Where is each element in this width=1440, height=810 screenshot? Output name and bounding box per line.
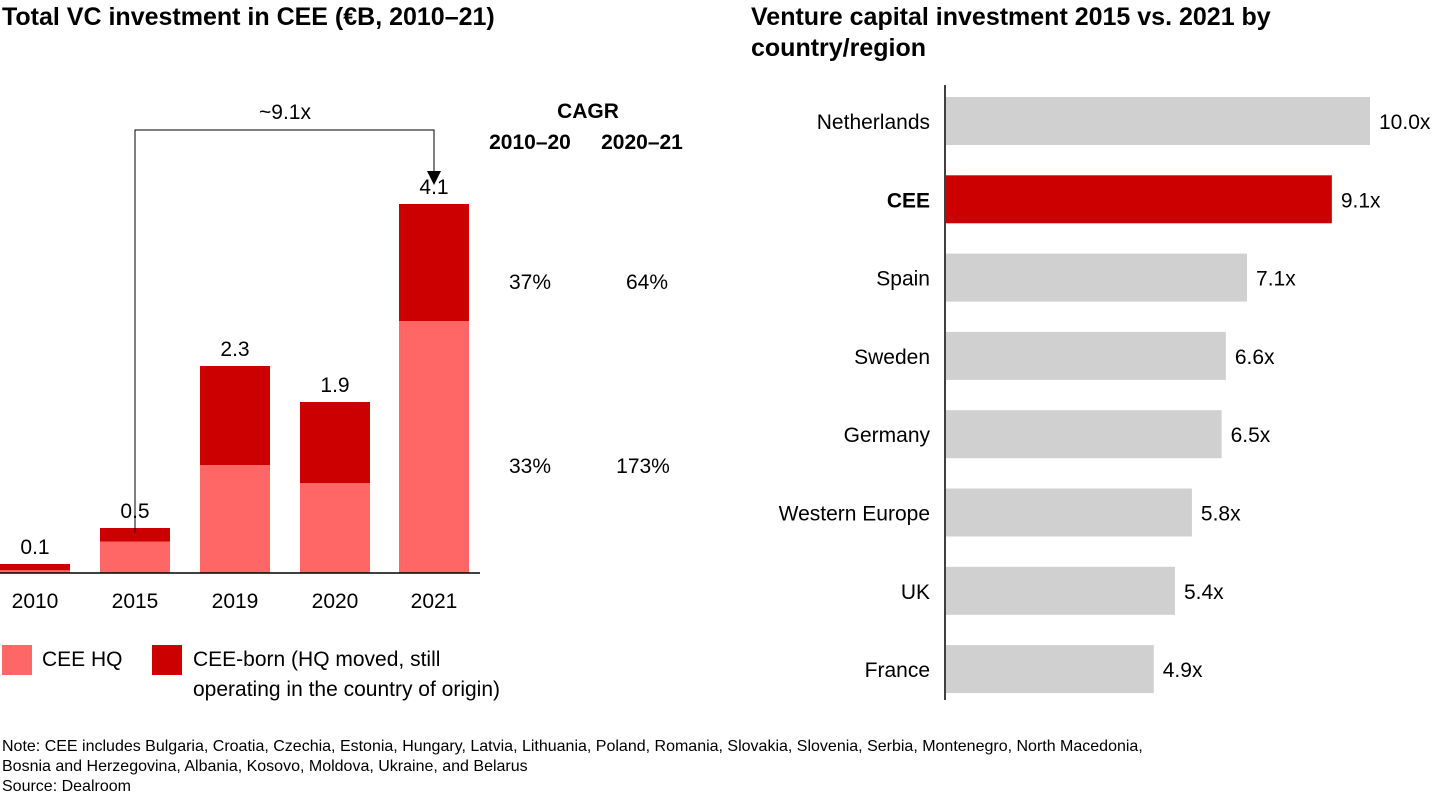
x-tick-2010: 2010 [12, 590, 59, 613]
legend-label-cee-born: CEE-born (HQ moved, still operating in t… [193, 645, 500, 705]
category-label-sweden: Sweden [854, 346, 930, 369]
total-label-2020: 1.9 [320, 374, 349, 397]
cagr-born-2020-21: 64% [626, 271, 668, 294]
note-line-1: Note: CEE includes Bulgaria, Croatia, Cz… [2, 738, 1143, 755]
left-chart-title: Total VC investment in CEE (€B, 2010–21) [2, 3, 495, 31]
bar-2020-cee-born [300, 402, 370, 483]
right-chart-title: Venture capital investment 2015 vs. 2021… [751, 3, 1271, 62]
bar-2015-cee-hq [100, 541, 170, 573]
source-line: Source: Dealroom [2, 778, 131, 795]
bar-cee [946, 175, 1332, 224]
cagr-hq-2020-21: 173% [616, 455, 670, 478]
legend-swatch-cee-hq [2, 645, 32, 675]
legend-label-cee-born-line1: CEE-born (HQ moved, still [193, 648, 441, 671]
legend-swatch-cee-born [152, 645, 182, 675]
cagr-column-2020-21: 2020–21 [601, 131, 683, 154]
category-label-spain: Spain [876, 268, 930, 291]
bar-uk [946, 566, 1175, 615]
bar-2019-cee-hq [200, 465, 270, 573]
total-label-2021: 4.1 [419, 176, 448, 199]
value-label-cee: 9.1x [1341, 189, 1381, 212]
cagr-born-2010-20: 37% [509, 271, 551, 294]
category-label-france: France [865, 659, 930, 682]
category-label-uk: UK [901, 581, 930, 604]
bar-sweden [946, 331, 1226, 380]
multiplier-label: ~9.1x [259, 101, 311, 124]
right-chart-labels: Netherlands 10.0x CEE 9.1x Spain 7.1x Sweden 6.… [779, 111, 1431, 682]
value-label-germany: 6.5x [1231, 424, 1271, 447]
bar-western-europe [946, 488, 1192, 537]
multiplier-bracket [134, 129, 435, 533]
category-label-western-europe: Western Europe [779, 503, 930, 526]
category-label-germany: Germany [844, 424, 931, 447]
cagr-column-2010-20: 2010–20 [489, 131, 571, 154]
total-label-2010: 0.1 [20, 536, 49, 559]
legend-label-cee-born-line2: operating in the country of origin) [193, 678, 501, 701]
value-label-uk: 5.4x [1184, 581, 1224, 604]
bar-2010-cee-born [0, 564, 70, 571]
x-tick-2020: 2020 [312, 590, 359, 613]
note-line-2: Bosnia and Herzegovina, Albania, Kosovo,… [2, 758, 528, 775]
bar-2021-cee-born [399, 204, 469, 321]
bar-2021-cee-hq [399, 321, 469, 573]
right-chart-bars [946, 97, 1370, 694]
legend-label-cee-hq: CEE HQ [42, 648, 123, 671]
total-label-2019: 2.3 [220, 338, 249, 361]
bar-2020-cee-hq [300, 483, 370, 573]
bar-2015-cee-born [100, 528, 170, 542]
footnote: Note: CEE includes Bulgaria, Croatia, Cz… [2, 737, 1438, 797]
multiplier-arrowhead [427, 171, 441, 185]
cagr-heading: CAGR [557, 100, 619, 123]
bar-spain [946, 253, 1248, 302]
bar-netherlands [946, 97, 1370, 145]
value-label-netherlands: 10.0x [1379, 111, 1431, 134]
x-tick-2015: 2015 [112, 590, 159, 613]
category-label-netherlands: Netherlands [817, 111, 930, 134]
x-tick-2021: 2021 [411, 590, 458, 613]
bar-2010-cee-hq [0, 570, 70, 573]
bar-2019-cee-born [200, 366, 270, 465]
left-chart-bars [0, 204, 469, 573]
x-tick-2019: 2019 [212, 590, 259, 613]
value-label-western-europe: 5.8x [1201, 503, 1241, 526]
bar-france [946, 645, 1154, 694]
value-label-spain: 7.1x [1256, 268, 1296, 291]
value-label-sweden: 6.6x [1235, 346, 1275, 369]
cagr-hq-2010-20: 33% [509, 455, 551, 478]
bar-germany [946, 410, 1222, 459]
value-label-france: 4.9x [1163, 659, 1203, 682]
category-label-cee: CEE [887, 189, 930, 212]
